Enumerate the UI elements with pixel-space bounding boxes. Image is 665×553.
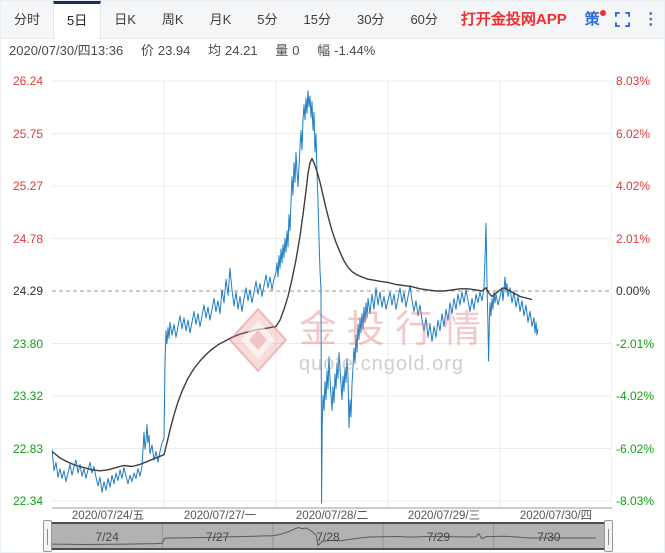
tab-月K[interactable]: 月K <box>209 12 232 27</box>
sparkline-path <box>52 526 597 547</box>
more-menu-button[interactable]: ⋮ <box>642 11 659 28</box>
y-axis-label-left: 24.78 <box>12 231 43 246</box>
price-value: 23.94 <box>157 43 191 58</box>
x-axis-label: 2020/07/27/一 <box>183 510 257 522</box>
data-zoom-navigator: 7/24 7/27 7/28 7/29 7/30 <box>43 520 613 552</box>
y-axis-label-left: 23.32 <box>12 389 43 403</box>
volume-label: 量 <box>275 43 289 58</box>
y-axis-label-left: 25.27 <box>12 179 43 193</box>
price-label: 价 <box>140 43 154 58</box>
tab-5日[interactable]: 5日 <box>53 1 102 39</box>
fullscreen-icon <box>614 12 630 27</box>
navigator-day-label: 7/24 <box>95 530 119 544</box>
tab-分时[interactable]: 分时 <box>14 12 41 27</box>
x-axis: 2020/07/24/五 2020/07/27/一 2020/07/28/二 2020… <box>52 508 612 522</box>
y-axis-label-left: 25.75 <box>12 126 43 141</box>
navigator-track[interactable]: 7/24 7/27 7/28 7/29 7/30 <box>52 522 604 550</box>
y-axis-label-left: 26.24 <box>12 74 43 88</box>
handle-grip-icon <box>47 529 48 545</box>
navigator-day-label: 7/27 <box>205 530 230 544</box>
price-line <box>52 90 539 504</box>
tab-日K[interactable]: 日K <box>114 12 136 27</box>
notification-dot-icon <box>599 10 606 16</box>
y-axis-label-right: 8.03% <box>616 74 651 88</box>
y-axis-label-left: 24.29 <box>12 284 43 298</box>
y-axis-label-right: 2.01% <box>616 231 651 246</box>
navigator-day-label: 7/29 <box>426 530 451 544</box>
tab-60分[interactable]: 60分 <box>410 12 438 27</box>
quote-datetime: 2020/07/30/四13:36 <box>9 43 124 58</box>
y-axis-label-right: 6.02% <box>616 126 651 141</box>
x-axis-label: 2020/07/30/四 <box>519 510 593 522</box>
chart-area: 26.24 25.75 25.27 24.78 24.29 23.80 23.32 22.83… <box>1 62 664 508</box>
tab-5分[interactable]: 5分 <box>257 12 278 27</box>
navigator-day-label: 7/30 <box>537 530 561 544</box>
fullscreen-button[interactable] <box>608 1 637 38</box>
price-plot[interactable] <box>52 62 612 508</box>
average-line <box>52 157 533 472</box>
navigator-right-handle[interactable] <box>604 520 613 552</box>
y-axis-label-right: -2.01% <box>616 336 655 351</box>
y-axis-label-right: -8.03% <box>616 494 655 508</box>
tab-list: 分时 5日 日K 周K 月K 5分 15分 30分 60分 <box>1 1 451 39</box>
navigator-left-handle[interactable] <box>43 520 52 552</box>
handle-grip-icon <box>608 529 609 545</box>
y-axis-label-right: 4.02% <box>616 179 651 193</box>
y-axis-label-right: -4.02% <box>616 389 655 403</box>
strategy-label: 策 <box>584 11 600 28</box>
avg-value: 24.21 <box>225 43 258 58</box>
y-axis-label-right: 0.00% <box>616 284 651 298</box>
change-value: -1.44% <box>334 43 376 58</box>
x-axis-label: 2020/07/24/五 <box>71 510 145 522</box>
change-label: 幅 <box>317 43 331 58</box>
y-axis-label-right: -6.02% <box>616 441 655 456</box>
y-axis-label-left: 23.80 <box>12 336 43 351</box>
avg-label: 均 <box>208 43 222 58</box>
tab-30分[interactable]: 30分 <box>356 12 385 27</box>
navigator-sparkline <box>52 524 597 548</box>
tab-周K[interactable]: 周K <box>161 12 184 27</box>
period-tabbar: 分时 5日 日K 周K 月K 5分 15分 30分 60分 打开金投网APP 策 ⋮ <box>1 1 664 39</box>
volume-value: 0 <box>292 43 300 58</box>
tab-15分[interactable]: 15分 <box>303 12 331 27</box>
navigator-day-label: 7/28 <box>316 530 340 544</box>
strategy-button[interactable]: 策 <box>577 1 608 38</box>
y-axis-label-left: 22.83 <box>12 441 43 456</box>
x-axis-label: 2020/07/28/二 <box>295 510 369 522</box>
x-axis-label: 2020/07/29/三 <box>407 510 481 522</box>
open-app-link[interactable]: 打开金投网APP <box>460 11 567 28</box>
y-axis-label-left: 22.34 <box>12 494 43 508</box>
